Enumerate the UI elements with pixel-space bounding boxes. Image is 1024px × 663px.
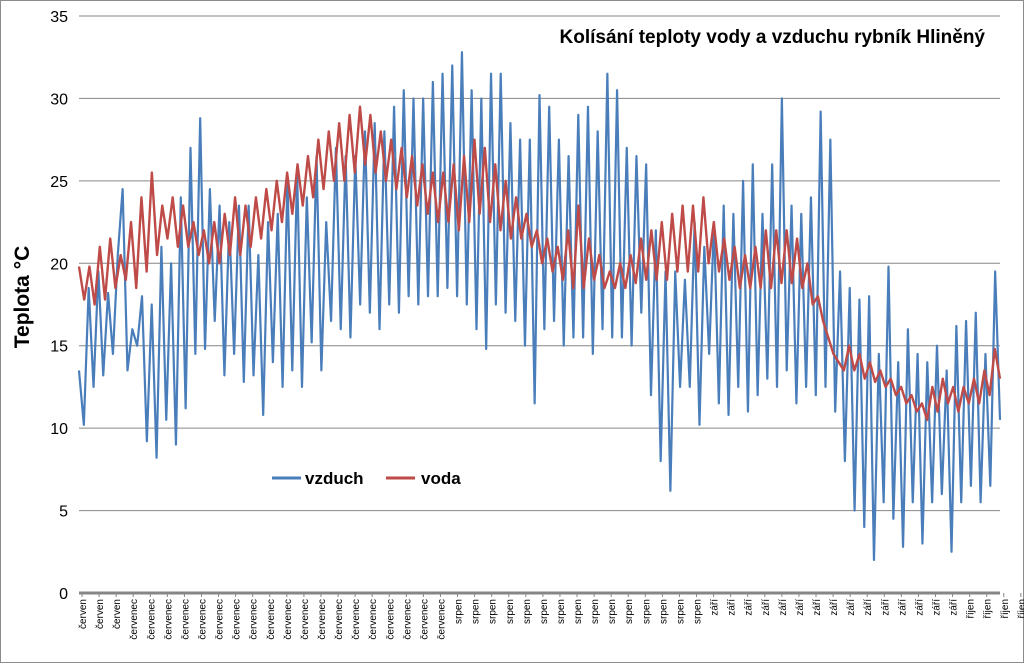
x-tick-label: září [880, 599, 891, 616]
y-axis-label: Teplota °C [11, 246, 34, 349]
x-tick-label: srpen [471, 599, 482, 624]
x-tick-label: září [812, 599, 823, 616]
x-tick-label: září [727, 599, 738, 616]
x-tick-label: červen [78, 599, 89, 629]
x-tick-label: červenec [402, 599, 413, 640]
x-tick-label: červenec [146, 599, 157, 640]
x-tick-label: srpen [539, 599, 550, 624]
x-tick-label: srpen [641, 599, 652, 624]
x-tick-label: říjen [1017, 599, 1024, 618]
series-line-voda [77, 105, 1002, 422]
x-tick-label: červenec [283, 599, 294, 640]
x-tick-label: září [795, 599, 806, 616]
x-tick-label: červenec [266, 599, 277, 640]
x-tick-label: červenec [419, 599, 430, 640]
series-layer [77, 51, 1002, 562]
x-tick-label: září [744, 599, 755, 616]
x-tick-label: říjen [966, 599, 977, 618]
x-tick-label: červenec [436, 599, 447, 640]
x-tick-label: srpen [505, 599, 516, 624]
x-tick-label: červenec [300, 599, 311, 640]
x-tick-label: červenec [249, 599, 260, 640]
x-tick-label: říjen [1000, 599, 1011, 618]
x-tick-label: září [846, 599, 857, 616]
x-tick-label: červenec [385, 599, 396, 640]
series-line-vzduch [77, 51, 1002, 562]
x-tick-label: září [863, 599, 874, 616]
x-tick-label: srpen [488, 599, 499, 624]
x-tick-label: červenec [129, 599, 140, 640]
y-tick-label: 10 [50, 421, 68, 438]
x-tick-label: srpen [522, 599, 533, 624]
y-tick-label: 15 [50, 339, 68, 356]
x-tick-label: srpen [693, 599, 704, 624]
x-axis-ticks: červen červen červen červenec červenec červen… [78, 593, 1024, 640]
x-tick-label: červenec [232, 599, 243, 640]
y-tick-label: 0 [59, 586, 68, 603]
y-tick-label: 35 [50, 9, 68, 26]
chart-title: Kolísání teploty vody a vzduchu rybník H… [560, 27, 986, 48]
x-tick-label: červen [95, 599, 106, 629]
x-tick-label: červenec [334, 599, 345, 640]
x-tick-label: září [829, 599, 840, 616]
x-tick-label: červenec [351, 599, 362, 640]
legend-label-vzduch: vzduch [305, 469, 364, 488]
x-tick-label: říjen [983, 599, 994, 618]
x-tick-label: září [778, 599, 789, 616]
x-tick-label: srpen [624, 599, 635, 624]
x-tick-label: září [932, 599, 943, 616]
x-tick-label: srpen [454, 599, 465, 624]
x-tick-label: srpen [675, 599, 686, 624]
x-tick-label: září [897, 599, 908, 616]
x-tick-label: červenec [368, 599, 379, 640]
x-tick-label: červenec [180, 599, 191, 640]
x-tick-label: září [949, 599, 960, 616]
y-axis-ticks: 0 5 10 15 20 25 30 35 [50, 9, 68, 603]
x-tick-label: srpen [590, 599, 601, 624]
x-tick-label: srpen [607, 599, 618, 624]
x-tick-label: září [710, 599, 721, 616]
x-tick-label: srpen [573, 599, 584, 624]
x-tick-label: srpen [556, 599, 567, 624]
x-tick-label: září [914, 599, 925, 616]
y-tick-label: 5 [59, 504, 68, 521]
x-tick-label: červen [112, 599, 123, 629]
x-tick-label: červenec [163, 599, 174, 640]
legend-label-voda: voda [421, 469, 461, 488]
x-tick-label: červenec [197, 599, 208, 640]
x-tick-label: červenec [317, 599, 328, 640]
y-tick-label: 20 [50, 256, 68, 273]
x-tick-label: červenec [215, 599, 226, 640]
legend: vzduch voda [272, 469, 461, 488]
x-tick-label: srpen [658, 599, 669, 624]
x-tick-label: září [761, 599, 772, 616]
y-tick-label: 25 [50, 174, 68, 191]
y-tick-label: 30 [50, 91, 68, 108]
